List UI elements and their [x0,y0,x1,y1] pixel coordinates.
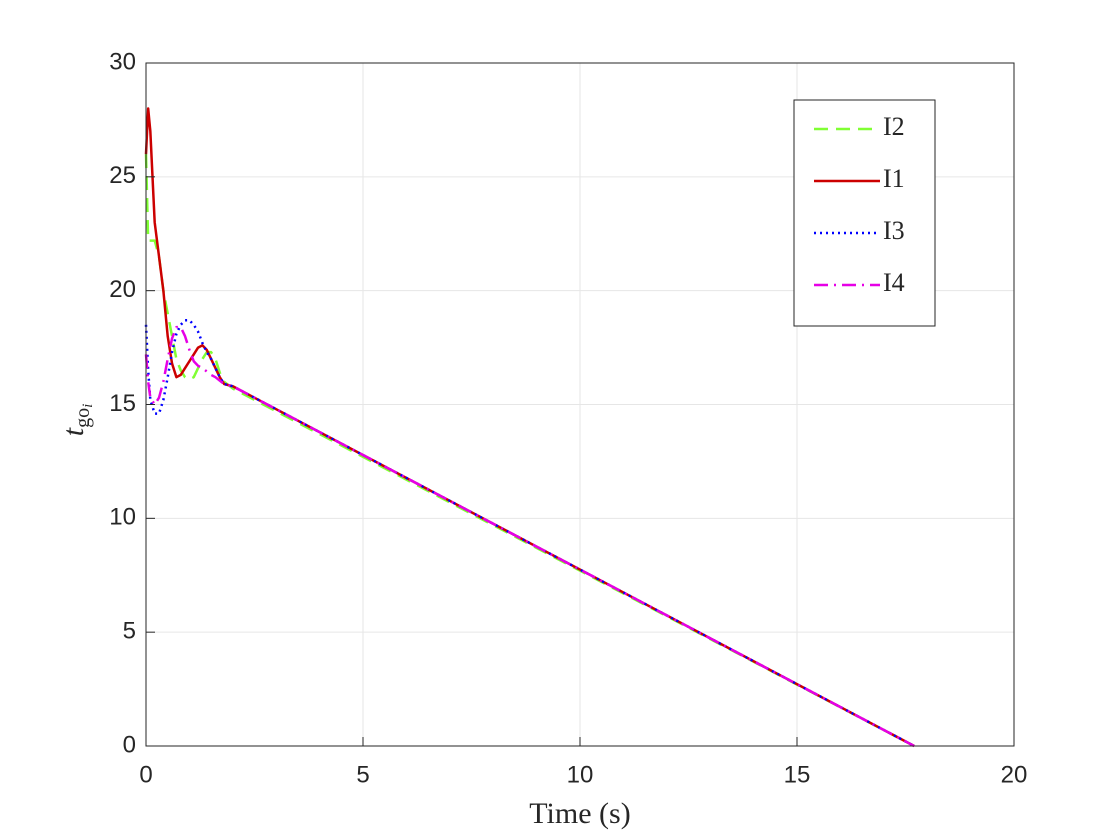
legend-label: I2 [883,112,905,141]
legend-label: I3 [883,216,905,245]
series-line [144,325,915,748]
legend-box [793,99,936,327]
y-tick-label: 20 [109,276,136,303]
y-tick-label: 0 [123,731,136,758]
y-label-base: t [57,427,90,436]
x-axis-label: Time (s) [529,797,630,830]
y-tick-label: 15 [109,390,136,417]
x-tick-label: 0 [139,761,152,788]
x-tick-label: 20 [1001,761,1028,788]
y-label-subsub: i [80,404,96,408]
y-label-sub: go [72,408,94,428]
x-tick-label: 15 [784,761,811,788]
x-tick-label: 10 [567,761,594,788]
series-line [144,319,915,748]
x-tick-label: 5 [356,761,369,788]
legend-label: I4 [883,268,905,297]
y-tick-label: 5 [123,618,136,645]
legend: I2 I1 I3 I4 [793,99,936,327]
y-tick-label: 25 [109,162,136,189]
y-tick-label: 10 [109,504,136,531]
legend-label: I1 [883,164,905,193]
ticks: 0 5 10 15 20 25 30 0 5 10 15 20 [109,48,1027,788]
y-axis-label: tgoi [57,404,97,437]
plot-lines [144,107,915,748]
series-line [144,107,915,748]
y-tick-label: 30 [109,48,136,75]
